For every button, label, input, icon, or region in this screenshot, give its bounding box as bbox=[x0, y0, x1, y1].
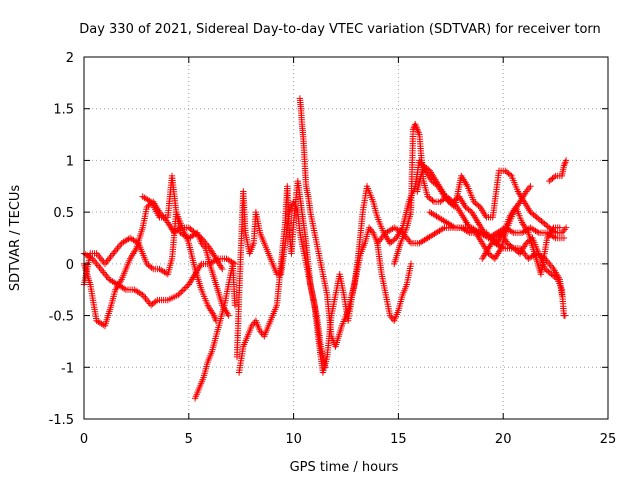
data-point bbox=[130, 236, 137, 244]
x-tick-label: 25 bbox=[600, 432, 617, 447]
data-point bbox=[148, 264, 155, 271]
data-point bbox=[112, 280, 120, 287]
data-point bbox=[534, 228, 541, 235]
y-tick-label: -1 bbox=[61, 361, 74, 376]
data-point bbox=[552, 274, 560, 282]
y-tick-label: -0.5 bbox=[49, 310, 74, 325]
data-point bbox=[141, 194, 148, 201]
chart-title: Day 330 of 2021, Sidereal Day-to-day VTE… bbox=[79, 22, 601, 37]
y-tick-label: 0 bbox=[66, 258, 74, 273]
data-point bbox=[527, 183, 534, 190]
data-point bbox=[562, 224, 570, 231]
data-point bbox=[525, 255, 532, 262]
y-tick-label: -1.5 bbox=[49, 413, 74, 428]
data-point bbox=[503, 225, 511, 232]
data-point bbox=[438, 226, 445, 233]
data-point bbox=[95, 318, 102, 325]
data-point bbox=[123, 236, 130, 244]
series-track-n bbox=[546, 157, 570, 185]
data-point bbox=[431, 212, 439, 219]
data-point bbox=[106, 276, 113, 283]
data-point bbox=[547, 231, 554, 239]
data-point bbox=[176, 290, 183, 297]
data-point bbox=[119, 284, 126, 291]
x-tick-label: 5 bbox=[185, 432, 193, 447]
data-point bbox=[213, 256, 220, 263]
data-point bbox=[181, 285, 188, 293]
data-point bbox=[189, 232, 196, 240]
y-tick-label: 2 bbox=[66, 51, 74, 66]
y-tick-label: 0.5 bbox=[53, 206, 74, 221]
data-point bbox=[156, 265, 163, 273]
y-tick-label: 1.5 bbox=[53, 103, 74, 118]
data-point bbox=[468, 224, 475, 231]
tick-labels: 0 5 10 15 20 25 -1.5 -1 -0.5 0 0.5 1 1.5 2 bbox=[49, 51, 617, 447]
x-tick-label: 0 bbox=[80, 432, 88, 447]
data-point bbox=[561, 312, 569, 319]
data-point bbox=[387, 226, 395, 233]
data-point bbox=[562, 157, 570, 164]
data-point bbox=[446, 221, 454, 228]
data-points bbox=[80, 95, 570, 402]
data-point bbox=[179, 287, 186, 294]
data-point bbox=[391, 236, 398, 243]
data-point bbox=[134, 288, 141, 295]
data-point bbox=[225, 312, 232, 319]
data-point bbox=[152, 298, 159, 305]
data-point bbox=[440, 217, 447, 224]
series-track-m bbox=[479, 229, 569, 319]
series-track-k bbox=[414, 162, 570, 236]
data-point bbox=[231, 302, 239, 309]
plot-frame bbox=[83, 56, 609, 420]
data-point bbox=[422, 235, 430, 243]
data-point bbox=[495, 242, 502, 249]
data-point bbox=[429, 197, 436, 204]
data-point bbox=[182, 284, 189, 291]
series-track-d bbox=[139, 172, 220, 324]
series-track-b bbox=[80, 250, 239, 309]
data-point bbox=[475, 228, 482, 235]
data-point bbox=[394, 226, 401, 233]
data-point bbox=[178, 288, 185, 296]
data-point bbox=[518, 229, 526, 236]
data-point bbox=[560, 234, 568, 242]
data-point bbox=[550, 174, 558, 181]
y-tick-label: 1 bbox=[66, 154, 74, 169]
data-point bbox=[506, 171, 514, 178]
x-axis-label: GPS time / hours bbox=[290, 460, 399, 475]
data-point bbox=[175, 291, 182, 299]
x-tick-label: 20 bbox=[495, 432, 512, 447]
data-point bbox=[219, 265, 226, 273]
series-track-e bbox=[191, 260, 239, 402]
data-point bbox=[416, 240, 423, 247]
data-point bbox=[407, 260, 415, 268]
data-point bbox=[550, 228, 558, 235]
y-axis-label: SDTVAR / TECUs bbox=[8, 185, 23, 292]
axis-ticks bbox=[83, 56, 609, 420]
data-point bbox=[431, 230, 438, 238]
x-tick-label: 15 bbox=[390, 432, 407, 447]
x-tick-label: 10 bbox=[285, 432, 302, 447]
series-track-l bbox=[426, 208, 568, 242]
